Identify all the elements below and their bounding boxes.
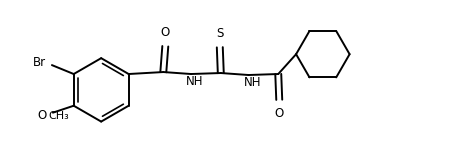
Text: S: S bbox=[216, 27, 224, 40]
Text: O: O bbox=[161, 26, 170, 39]
Text: Br: Br bbox=[33, 56, 46, 69]
Text: NH: NH bbox=[186, 75, 204, 88]
Text: NH: NH bbox=[244, 76, 261, 89]
Text: O: O bbox=[275, 107, 284, 120]
Text: O: O bbox=[38, 109, 47, 122]
Text: CH₃: CH₃ bbox=[48, 111, 69, 121]
